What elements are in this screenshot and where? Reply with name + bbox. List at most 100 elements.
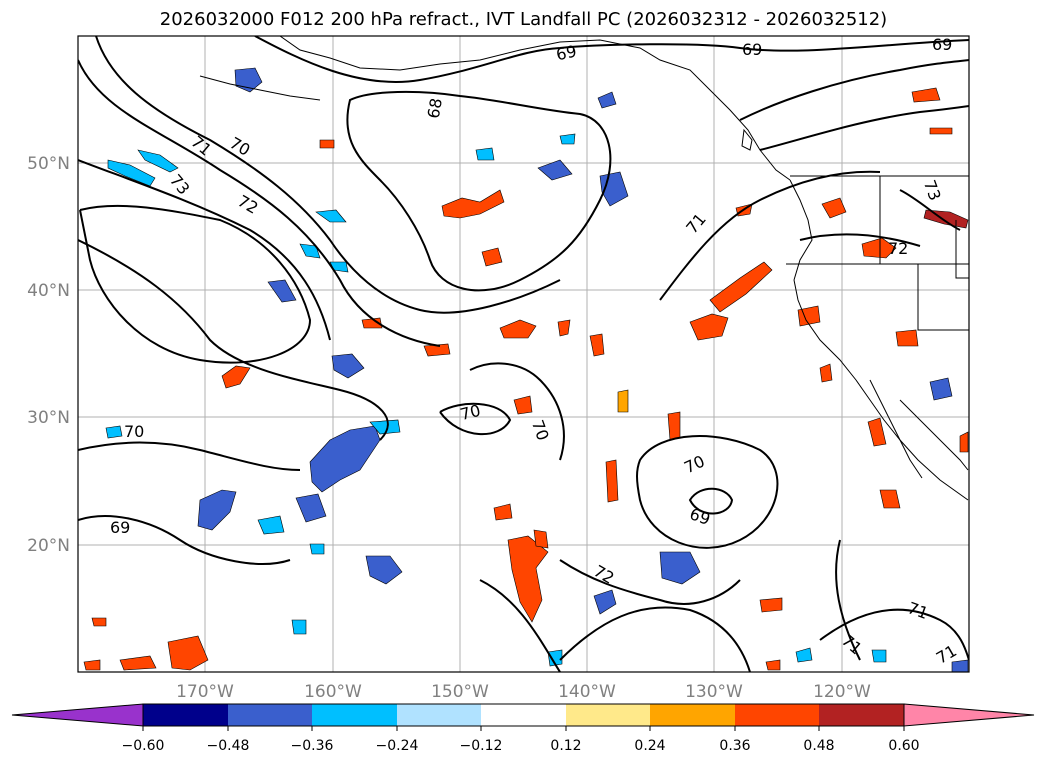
contour-line <box>819 608 969 661</box>
neg-patch <box>267 279 297 303</box>
contour-label: 70 <box>458 401 482 424</box>
neg-patch <box>295 493 327 523</box>
colorbar-segment <box>228 704 312 726</box>
contour-label: 69 <box>742 40 762 59</box>
pos-patch <box>879 489 901 509</box>
lon-label-140w: 140°W <box>558 682 616 702</box>
haida-gwaii <box>741 128 753 151</box>
colorbar-tick-label: −0.36 <box>291 738 334 754</box>
colorbar-tick-label: 0.60 <box>888 738 919 754</box>
contour-line <box>346 90 612 292</box>
lat-label-50n: 50°N <box>27 154 70 174</box>
map-frame <box>77 35 970 673</box>
colorbar-tick-label: −0.60 <box>122 738 165 754</box>
lon-label-120w: 120°W <box>813 682 871 702</box>
contour-line <box>636 435 779 549</box>
colorbar-segment <box>481 704 566 726</box>
lon-label-160w: 160°W <box>304 682 362 702</box>
neg-patch <box>309 543 325 555</box>
pos-patch <box>319 139 335 149</box>
longitude-labels: 170°W 160°W 150°W 140°W 130°W 120°W <box>176 682 871 702</box>
neg-patch <box>795 647 813 663</box>
pos-patch <box>709 261 773 313</box>
neg-patch <box>659 551 701 585</box>
lon-label-130w: 130°W <box>685 682 743 702</box>
contour-line <box>739 59 969 121</box>
baja-coastline <box>869 379 923 479</box>
neg-patch <box>559 133 576 145</box>
chart-title: 2026032000 F012 200 hPa refract., IVT La… <box>159 9 888 30</box>
contour-line <box>95 36 561 314</box>
lat-label-20n: 20°N <box>27 536 70 556</box>
neg-patch <box>871 649 887 663</box>
us-west-coastline <box>793 279 969 501</box>
pos-patch <box>605 459 619 503</box>
pos-patch <box>867 417 887 447</box>
pos-patch <box>221 365 251 389</box>
neg-patch <box>475 147 495 161</box>
pos-patch <box>759 597 783 613</box>
contour-line <box>799 233 921 247</box>
pos-patch <box>929 127 953 135</box>
contour-label: 69 <box>110 518 130 537</box>
contour-line <box>78 159 331 341</box>
neg-patch <box>929 377 953 401</box>
neg-patch <box>593 589 617 615</box>
contour-line <box>688 487 734 515</box>
pos-patch <box>821 197 847 219</box>
pos-patch <box>167 635 209 671</box>
coastlines <box>199 36 969 501</box>
colorbar-min-extension <box>11 703 144 727</box>
contour-line <box>479 579 561 672</box>
contour-line <box>79 204 312 364</box>
neg-patch <box>331 353 365 379</box>
pos-patch <box>507 535 549 623</box>
lat-label-40n: 40°N <box>27 281 70 301</box>
colorbar-segment <box>819 704 904 726</box>
contour-line <box>559 559 741 605</box>
contour-line <box>759 105 969 151</box>
pos-patch <box>481 247 503 267</box>
pos-patch <box>499 319 537 339</box>
bc-coastline <box>789 179 813 281</box>
contour-label: 72 <box>888 239 908 258</box>
colorbar-ticks <box>142 726 905 731</box>
pos-patch <box>861 237 897 259</box>
pos-patch <box>533 529 549 549</box>
pos-patch <box>91 617 107 627</box>
pos-patch <box>513 395 533 415</box>
latitude-labels: 50°N 40°N 30°N 20°N <box>27 154 70 556</box>
colorbar: −0.60 −0.48 −0.36 −0.24 −0.12 0.12 0.24 … <box>11 703 1035 754</box>
lon-label-170w: 170°W <box>176 682 234 702</box>
contour-line <box>659 170 881 301</box>
neg-patch <box>537 159 573 181</box>
contour-line <box>469 362 565 461</box>
neg-patch <box>137 149 179 173</box>
pos-patch <box>667 411 681 441</box>
colorbar-tick-label: 0.24 <box>634 738 665 754</box>
pos-patch <box>119 655 157 671</box>
colorbar-tick-label: −0.24 <box>376 738 419 754</box>
neg-patch <box>365 555 403 585</box>
colorbar-segment <box>735 704 819 726</box>
colorbar-max-extension <box>903 703 1035 727</box>
neg-patch <box>315 209 347 223</box>
pos-patch <box>895 329 919 347</box>
pos-patch <box>765 659 781 671</box>
pos-patch <box>441 189 505 219</box>
contour-line <box>254 36 969 83</box>
neg-patch <box>105 425 123 439</box>
lat-label-30n: 30°N <box>27 408 70 428</box>
contour-line <box>899 189 961 231</box>
colorbar-tick-label: 0.48 <box>803 738 834 754</box>
pos-patch <box>797 305 821 327</box>
neg-patch <box>597 91 617 109</box>
contour-line <box>439 402 512 435</box>
colorbar-segment <box>143 704 228 726</box>
contour-line <box>78 441 301 471</box>
contour-line <box>78 59 441 347</box>
contour-line <box>78 239 389 441</box>
neg-patch <box>547 649 563 667</box>
pos-patch <box>83 659 101 671</box>
contour-label: 69 <box>554 41 578 64</box>
